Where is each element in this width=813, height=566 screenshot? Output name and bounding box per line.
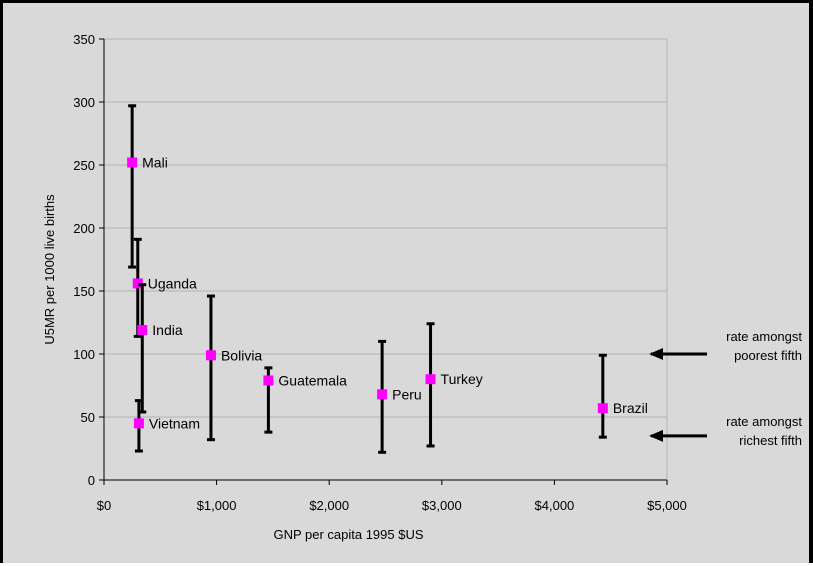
data-point-label: India <box>152 322 183 338</box>
data-point-marker <box>133 418 144 429</box>
annotation-text: richest fifth <box>739 433 802 448</box>
annotation-text: poorest fifth <box>734 348 802 363</box>
x-tick-label: $5,000 <box>647 498 687 513</box>
y-tick-label: 300 <box>73 95 95 110</box>
data-point-label: Vietnam <box>149 415 200 431</box>
data-point-marker <box>132 278 143 289</box>
data-point-marker <box>205 350 216 361</box>
data-point-marker <box>377 389 388 400</box>
data-point-label: Brazil <box>613 400 648 416</box>
x-axis-title: GNP per capita 1995 $US <box>273 527 423 542</box>
x-tick-label: $0 <box>97 498 111 513</box>
data-point-marker <box>137 325 148 336</box>
data-point-label: Mali <box>142 154 168 170</box>
data-point-label: Guatemala <box>278 372 347 388</box>
y-tick-label: 0 <box>88 473 95 488</box>
y-tick-label: 50 <box>81 410 95 425</box>
y-tick-label: 100 <box>73 347 95 362</box>
annotation-text: rate amongst <box>726 414 802 429</box>
data-point-label: Uganda <box>148 275 197 291</box>
x-tick-label: $1,000 <box>197 498 237 513</box>
data-point-marker <box>425 374 436 385</box>
x-tick-label: $4,000 <box>535 498 575 513</box>
y-tick-label: 150 <box>73 284 95 299</box>
data-point-marker <box>127 157 138 168</box>
data-point-label: Peru <box>392 386 422 402</box>
y-tick-label: 350 <box>73 32 95 47</box>
data-point-label: Bolivia <box>221 347 262 363</box>
annotation-arrow-head <box>649 429 663 442</box>
scatter-chart: 0 50 100 150 200 250 300 350 $0 $1,000 $2,000 $3,00… <box>42 32 802 542</box>
y-axis-title: U5MR per 1000 live births <box>42 194 57 345</box>
y-tick-label: 250 <box>73 158 95 173</box>
annotation-text: rate amongst <box>726 329 802 344</box>
annotation-arrow-head <box>649 348 663 360</box>
data-point-label: Turkey <box>441 371 483 387</box>
data-point-marker <box>597 403 608 414</box>
x-tick-label: $2,000 <box>309 498 349 513</box>
data-point-marker <box>263 375 274 386</box>
x-tick-label: $3,000 <box>422 498 462 513</box>
plot-area <box>104 39 667 480</box>
y-tick-label: 200 <box>73 221 95 236</box>
